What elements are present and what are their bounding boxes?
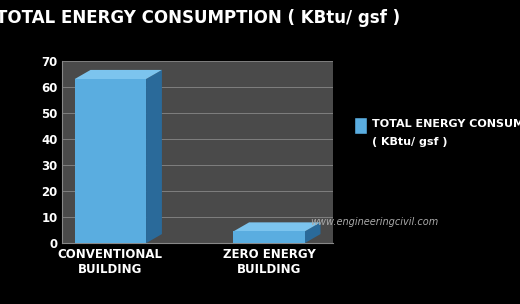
Polygon shape xyxy=(305,222,320,243)
Text: www.engineeringcivil.com: www.engineeringcivil.com xyxy=(310,217,438,227)
Polygon shape xyxy=(75,70,162,79)
Bar xyxy=(75,79,146,243)
Bar xyxy=(233,231,305,243)
Text: TOTAL ENERGY CONSUMPTION ( KBtu/ gsf ): TOTAL ENERGY CONSUMPTION ( KBtu/ gsf ) xyxy=(0,9,400,27)
Text: TOTAL ENERGY CONSUMPTION: TOTAL ENERGY CONSUMPTION xyxy=(372,119,520,129)
Polygon shape xyxy=(146,70,162,243)
Text: ( KBtu/ gsf ): ( KBtu/ gsf ) xyxy=(372,137,447,147)
Polygon shape xyxy=(233,222,320,231)
